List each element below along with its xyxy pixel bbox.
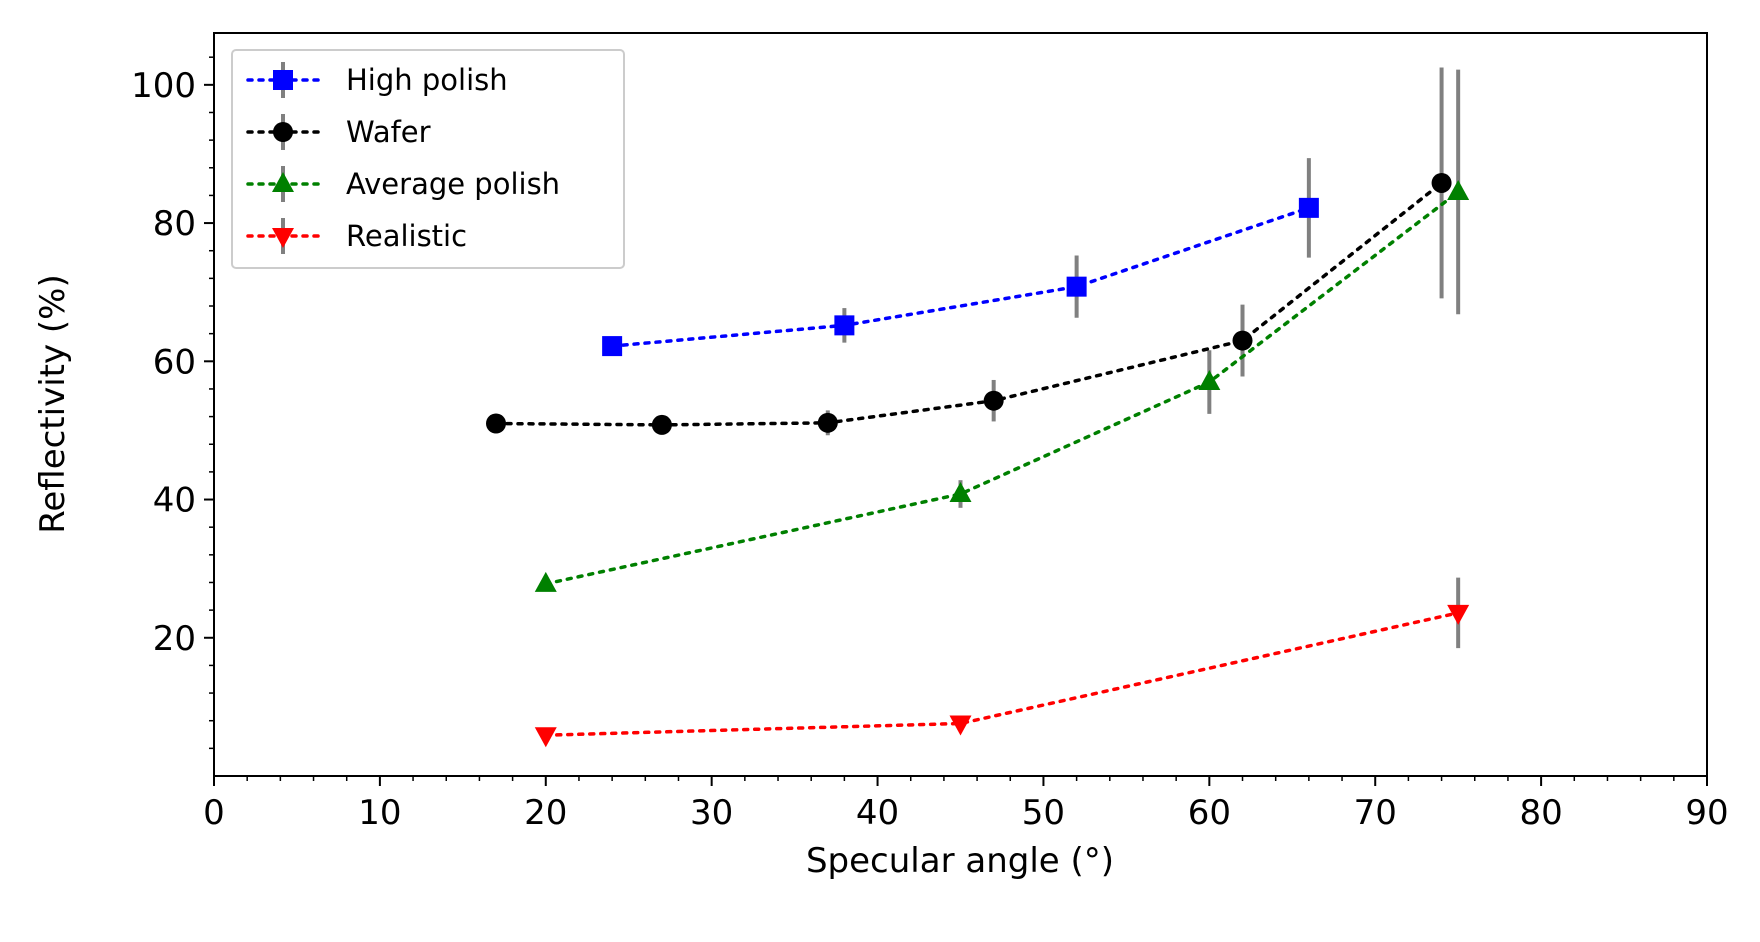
- data-point: [1066, 276, 1087, 297]
- data-point: [949, 715, 972, 736]
- plot-frame: [213, 32, 1708, 777]
- axes-layer: 0 10 20 30 40 50 60 70 80 90 20 40 60 80 100: [131, 56, 1729, 833]
- legend-marker: [273, 70, 293, 90]
- legend: High polish Wafer Average polish Realistic: [231, 49, 625, 269]
- x-axis-title: Specular angle (°): [806, 841, 1114, 881]
- x-tick-label: 50: [1022, 793, 1065, 833]
- data-point: [1447, 604, 1470, 625]
- y-tick-label: 60: [153, 342, 196, 382]
- legend-label: Average polish: [346, 167, 560, 201]
- data-point: [1298, 197, 1319, 218]
- plot-layer: [486, 67, 1470, 748]
- data-point: [949, 482, 972, 503]
- data-point: [534, 727, 557, 748]
- data-point: [1198, 370, 1221, 391]
- legend-box: [231, 49, 625, 269]
- data-point: [817, 412, 838, 433]
- series-line: [610, 206, 1311, 348]
- data-point: [834, 315, 855, 336]
- legend-marker: [273, 122, 293, 142]
- x-tick-label: 20: [524, 793, 567, 833]
- legend-label: Realistic: [346, 219, 467, 253]
- x-tick-label: 80: [1519, 793, 1562, 833]
- y-tick-label: 100: [131, 66, 196, 106]
- data-point: [602, 336, 623, 357]
- y-axis-title: Reflectivity (%): [33, 274, 73, 533]
- x-tick-label: 30: [690, 793, 733, 833]
- y-tick-label: 80: [153, 204, 196, 244]
- series-line: [494, 181, 1444, 427]
- data-point: [651, 414, 672, 435]
- x-tick-label: 40: [856, 793, 899, 833]
- data-point: [983, 390, 1004, 411]
- data-point: [534, 571, 557, 592]
- x-tick-label: 70: [1354, 793, 1397, 833]
- data-point: [1232, 330, 1253, 351]
- series-line: [544, 190, 1460, 586]
- legend-marker: [272, 228, 294, 248]
- x-tick-label: 60: [1188, 793, 1231, 833]
- legend-label: High polish: [346, 63, 508, 97]
- data-point: [486, 413, 507, 434]
- y-tick-label: 40: [153, 481, 196, 521]
- data-point: [1447, 179, 1470, 200]
- data-point: [1431, 172, 1452, 193]
- legend-marker: [272, 172, 294, 192]
- legend-label: Wafer: [346, 115, 431, 149]
- x-tick-label: 0: [203, 793, 225, 833]
- x-tick-label: 90: [1685, 793, 1728, 833]
- x-tick-label: 10: [358, 793, 401, 833]
- y-tick-label: 20: [153, 619, 196, 659]
